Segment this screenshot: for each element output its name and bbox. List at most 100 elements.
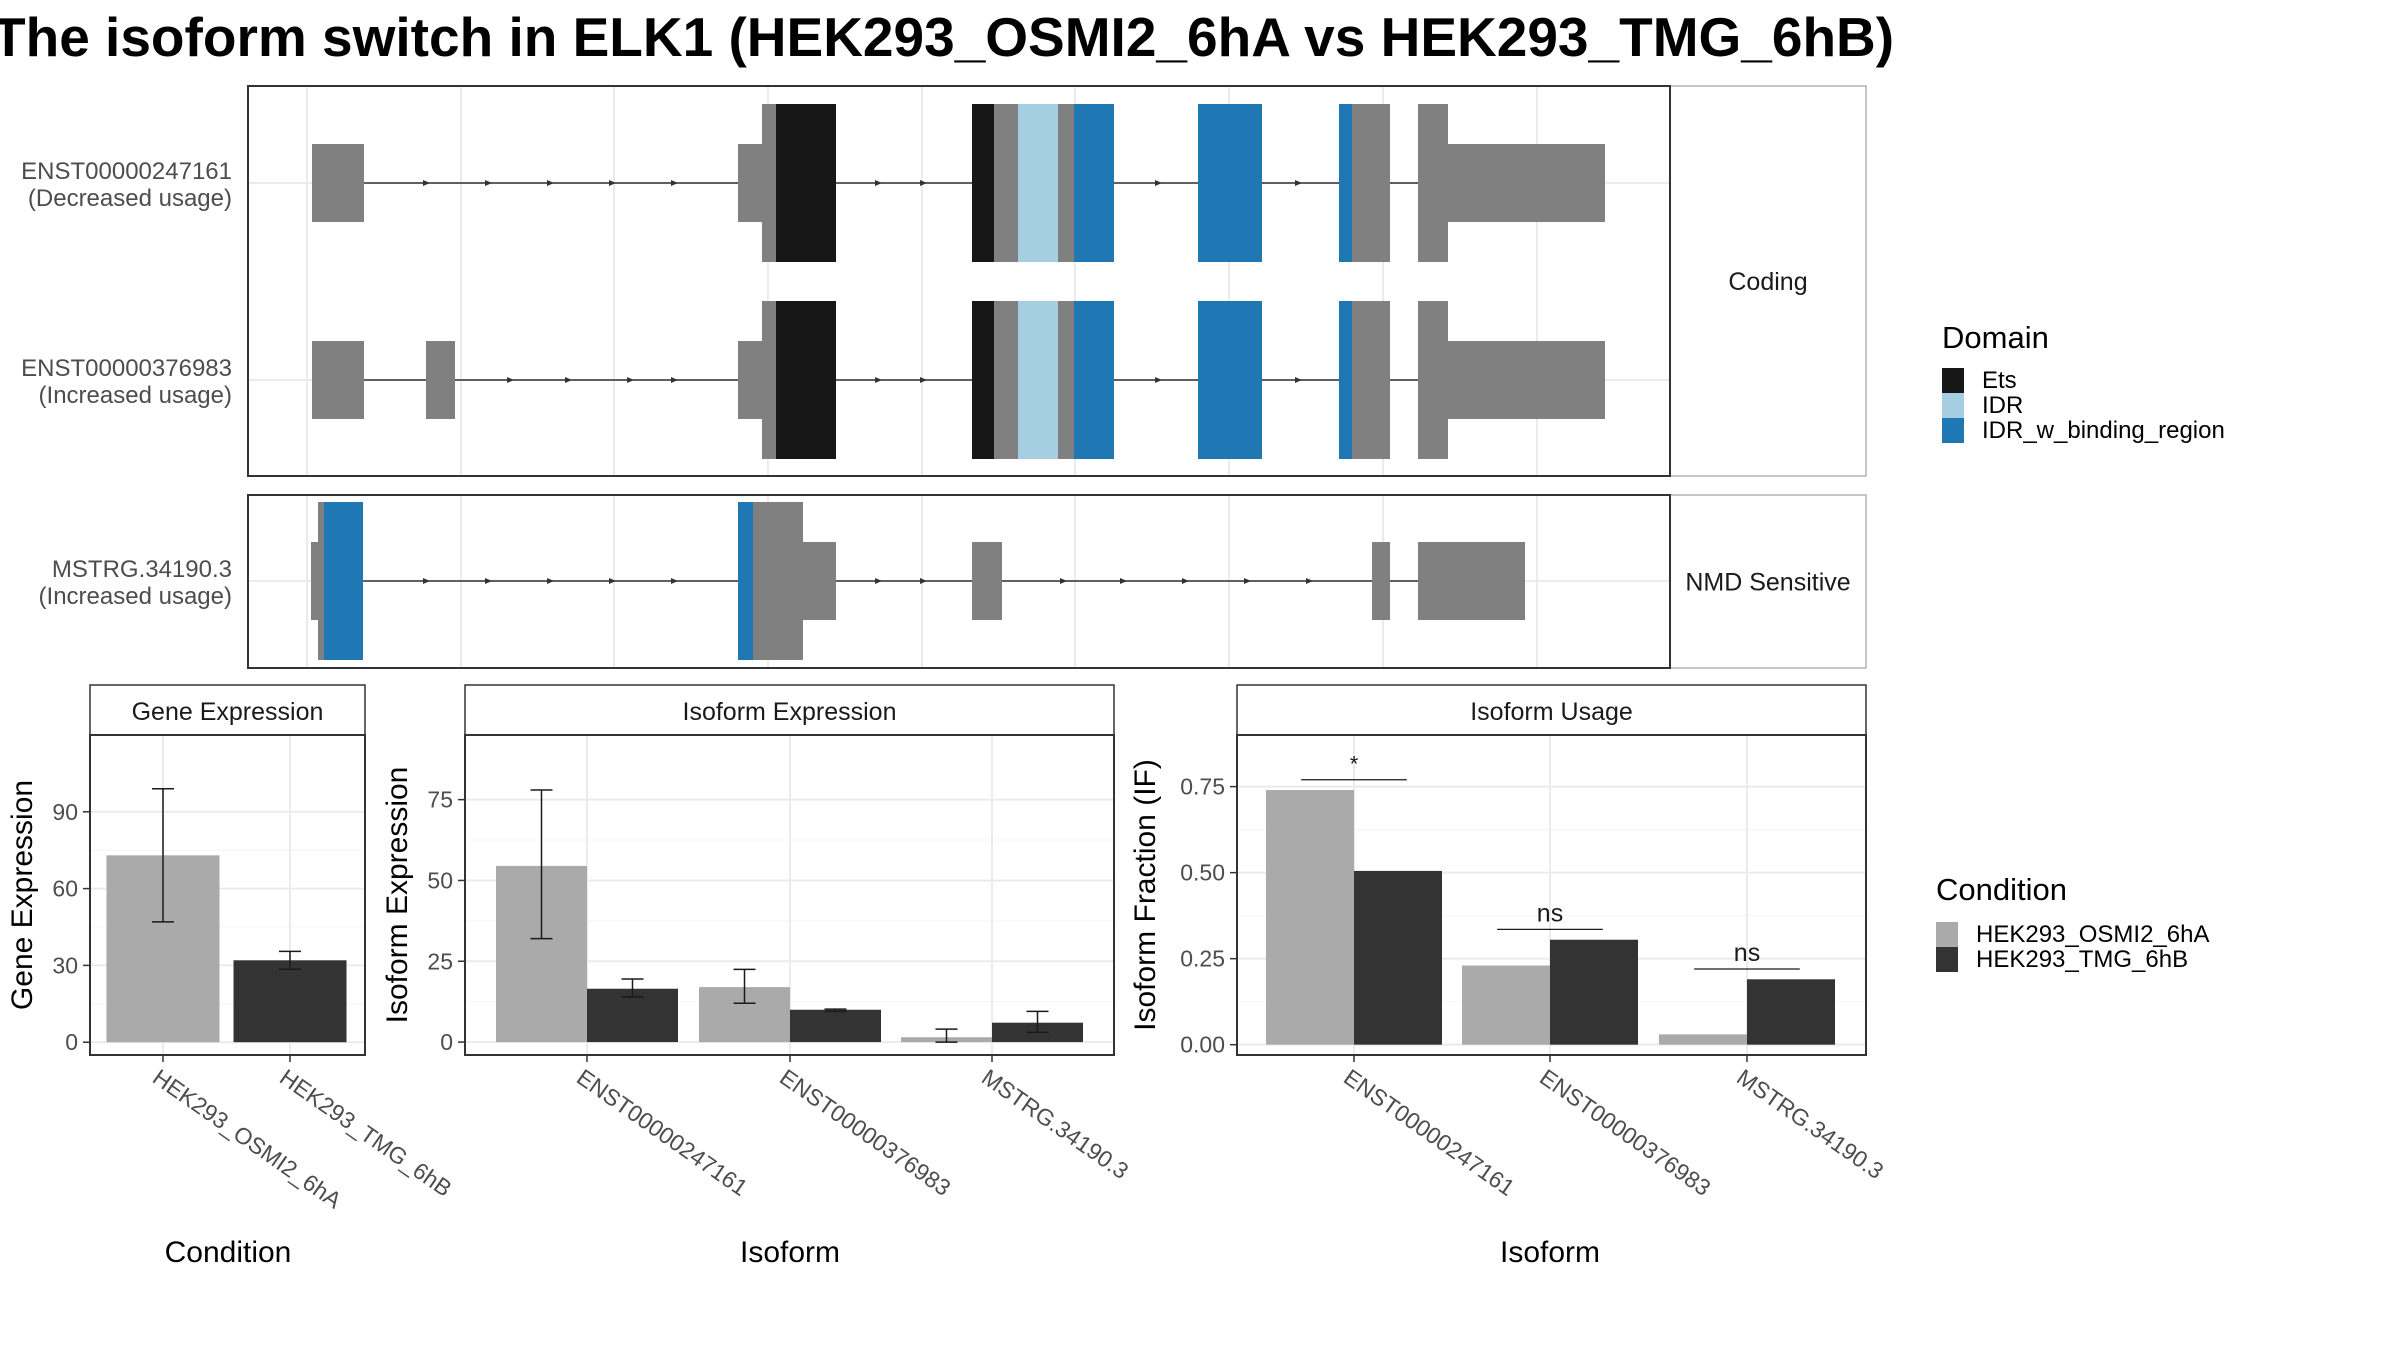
bar-hek293-tmg-6hb [1354, 870, 1442, 1045]
strand-arrow [547, 180, 554, 186]
strand-arrow [1306, 578, 1313, 584]
transcript-id-label: ENST00000376983 [21, 355, 232, 382]
domain-idr-w-binding-region [1339, 104, 1352, 262]
strand-arrow [671, 180, 678, 186]
bar-hek293-tmg-6hb [790, 1009, 881, 1043]
exon-block [738, 341, 762, 419]
exon-block [312, 341, 364, 419]
y-tick-label: 0.75 [1180, 774, 1225, 800]
transcript-usage-label: (Increased usage) [39, 382, 232, 409]
strand-arrow [920, 377, 927, 383]
y-tick-label: 90 [52, 799, 78, 825]
bar-hek293-osmi2-6ha [1266, 790, 1354, 1045]
facet-strip [1669, 85, 1867, 477]
x-tick-label: ENST00000376983 [775, 1064, 955, 1201]
transcript-usage-label: (Decreased usage) [28, 185, 232, 212]
domain-legend-key [1942, 393, 1964, 418]
significance-label: ns [1734, 939, 1760, 967]
x-axis-title: Isoform [1500, 1236, 1600, 1269]
structure-panel-border [247, 494, 1671, 669]
strand-arrow [1244, 578, 1251, 584]
domain-legend-label: IDR [1982, 392, 2023, 419]
condition-legend-title: Condition [1936, 872, 2067, 907]
y-tick-label: 60 [52, 876, 78, 902]
domain-idr-w-binding-region [1339, 301, 1352, 459]
domain-ets [972, 301, 994, 459]
exon-block [762, 301, 776, 459]
strand-arrow [920, 180, 927, 186]
strand-arrow [875, 180, 882, 186]
strand-arrow [1295, 180, 1302, 186]
y-tick-label: 0 [65, 1029, 78, 1055]
condition-legend-key [1936, 922, 1958, 947]
x-tick-label: ENST00000247161 [572, 1064, 752, 1201]
domain-legend-label: Ets [1982, 367, 2017, 394]
exon-block [1352, 301, 1390, 459]
domain-idr-w-binding-region [324, 502, 363, 660]
strand-arrow [1155, 377, 1162, 383]
strand-arrow [507, 377, 514, 383]
domain-legend-title: Domain [1942, 320, 2049, 355]
strand-arrow [875, 377, 882, 383]
domain-idr-w-binding-region [1074, 104, 1114, 262]
bar-hek293-tmg-6hb [1550, 939, 1638, 1045]
exon-block [1352, 104, 1390, 262]
domain-idr [1018, 301, 1058, 459]
condition-legend-key [1936, 947, 1958, 972]
y-tick-label: 25 [427, 948, 453, 974]
strand-arrow [423, 578, 430, 584]
strand-arrow [1295, 377, 1302, 383]
domain-idr-w-binding-region [1198, 104, 1262, 262]
exon-block [1418, 301, 1448, 459]
bar-hek293-tmg-6hb [587, 988, 678, 1043]
y-axis-title: Isoform Fraction (IF) [1129, 759, 1162, 1031]
bar-hek293-osmi2-6ha [1462, 965, 1550, 1045]
strip-label-coding: Coding [1728, 268, 1807, 296]
strand-arrow [565, 377, 572, 383]
exon-block [1418, 104, 1448, 262]
exon-block [994, 104, 1018, 262]
strand-arrow [1155, 180, 1162, 186]
strand-arrow [875, 578, 882, 584]
exon-block [1448, 341, 1605, 419]
exon-block [312, 144, 364, 222]
bar-panel-border [464, 734, 1115, 1056]
exon-block [311, 542, 318, 620]
facet-strip [464, 684, 1115, 736]
y-tick-label: 30 [52, 952, 78, 978]
transcript-id-label: MSTRG.34190.3 [52, 556, 232, 583]
y-axis-title: Isoform Expression [381, 767, 414, 1024]
domain-legend-label: IDR_w_binding_region [1982, 417, 2225, 444]
exon-block [803, 542, 836, 620]
strand-arrow [423, 180, 430, 186]
strand-arrow [671, 377, 678, 383]
exon-block [738, 144, 762, 222]
condition-legend-label: HEK293_TMG_6hB [1976, 946, 2188, 973]
transcript-id-label: ENST00000247161 [21, 158, 232, 185]
y-tick-label: 50 [427, 867, 453, 893]
expression-bar-plots: Gene Expression0306090HEK293_OSMI2_6hAHE… [6, 684, 1888, 1269]
exon-block [1418, 542, 1525, 620]
strand-arrow [485, 180, 492, 186]
exon-block [1448, 144, 1605, 222]
exon-block [753, 502, 803, 660]
strand-arrow [609, 180, 616, 186]
panel-title: Isoform Expression [683, 698, 897, 726]
strip-label-nmd-sensitive: NMD Sensitive [1685, 569, 1850, 597]
bar-hek293-tmg-6hb [233, 960, 347, 1043]
x-tick-label: MSTRG.34190.3 [977, 1064, 1133, 1184]
y-tick-label: 0.00 [1180, 1032, 1225, 1058]
strand-arrow [671, 578, 678, 584]
strand-arrow [1120, 578, 1127, 584]
exon-block [1058, 301, 1074, 459]
x-tick-label: MSTRG.34190.3 [1732, 1064, 1888, 1184]
exon-block [426, 341, 455, 419]
y-tick-label: 75 [427, 787, 453, 813]
bar-hek293-osmi2-6ha [1659, 1034, 1747, 1045]
condition-legend-label: HEK293_OSMI2_6hA [1976, 921, 2209, 948]
x-axis-title: Isoform [740, 1236, 840, 1269]
exon-block [972, 542, 1002, 620]
strand-arrow [485, 578, 492, 584]
transcript-structure-plot: Coding ENST00000247161(Decreased usage) EN… [21, 85, 1867, 669]
